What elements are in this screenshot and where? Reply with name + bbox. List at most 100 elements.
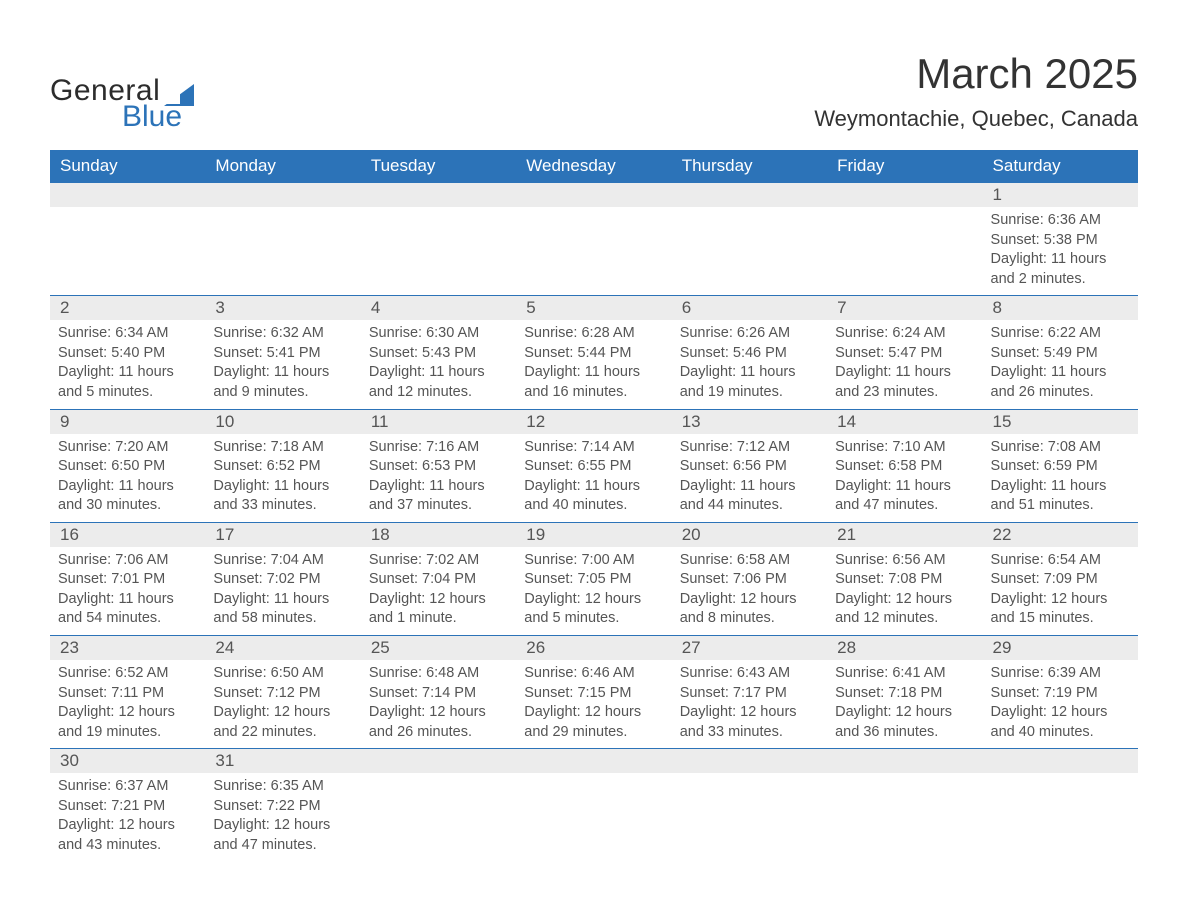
- day-detail-line: Sunrise: 6:35 AM: [213, 777, 352, 797]
- day-cell-data: Sunrise: 7:04 AMSunset: 7:02 PMDaylight:…: [205, 547, 360, 636]
- day-number: 19: [516, 523, 671, 547]
- day-cell-data: [361, 773, 516, 861]
- day-number: [827, 749, 982, 773]
- day-details: Sunrise: 7:16 AMSunset: 6:53 PMDaylight:…: [361, 434, 516, 522]
- day-number: 7: [827, 296, 982, 320]
- day-cell-num: [516, 183, 671, 208]
- day-details: Sunrise: 6:50 AMSunset: 7:12 PMDaylight:…: [205, 660, 360, 748]
- day-cell-data: Sunrise: 6:41 AMSunset: 7:18 PMDaylight:…: [827, 660, 982, 749]
- day-details: Sunrise: 6:32 AMSunset: 5:41 PMDaylight:…: [205, 320, 360, 408]
- day-detail-line: Daylight: 11 hours and 40 minutes.: [524, 477, 663, 516]
- day-detail-line: Sunrise: 6:54 AM: [991, 551, 1130, 571]
- week-daynum-row: 3031: [50, 749, 1138, 774]
- day-detail-line: Daylight: 11 hours and 54 minutes.: [58, 590, 197, 629]
- day-cell-num: 3: [205, 296, 360, 321]
- day-details: Sunrise: 7:08 AMSunset: 6:59 PMDaylight:…: [983, 434, 1138, 522]
- day-number: 23: [50, 636, 205, 660]
- day-detail-line: Sunrise: 6:32 AM: [213, 324, 352, 344]
- day-detail-line: Daylight: 12 hours and 19 minutes.: [58, 703, 197, 742]
- day-number: 29: [983, 636, 1138, 660]
- week-daynum-row: 23242526272829: [50, 636, 1138, 661]
- day-number: 10: [205, 410, 360, 434]
- day-number: 21: [827, 523, 982, 547]
- day-detail-line: Daylight: 11 hours and 51 minutes.: [991, 477, 1130, 516]
- day-detail-line: Daylight: 12 hours and 47 minutes.: [213, 816, 352, 855]
- day-cell-num: 18: [361, 522, 516, 547]
- day-detail-line: Daylight: 11 hours and 12 minutes.: [369, 363, 508, 402]
- day-detail-line: Sunrise: 6:24 AM: [835, 324, 974, 344]
- day-details: Sunrise: 6:28 AMSunset: 5:44 PMDaylight:…: [516, 320, 671, 408]
- day-detail-line: Daylight: 11 hours and 37 minutes.: [369, 477, 508, 516]
- day-number: 15: [983, 410, 1138, 434]
- day-detail-line: Sunset: 7:15 PM: [524, 684, 663, 704]
- day-detail-line: Daylight: 12 hours and 43 minutes.: [58, 816, 197, 855]
- day-cell-num: 7: [827, 296, 982, 321]
- day-number: [50, 183, 205, 207]
- day-header-row: SundayMondayTuesdayWednesdayThursdayFrid…: [50, 150, 1138, 183]
- day-cell-num: 24: [205, 636, 360, 661]
- day-details: Sunrise: 7:04 AMSunset: 7:02 PMDaylight:…: [205, 547, 360, 635]
- day-details: Sunrise: 7:14 AMSunset: 6:55 PMDaylight:…: [516, 434, 671, 522]
- day-detail-line: Daylight: 12 hours and 33 minutes.: [680, 703, 819, 742]
- day-header: Friday: [827, 150, 982, 183]
- day-number: 25: [361, 636, 516, 660]
- week-data-row: Sunrise: 7:20 AMSunset: 6:50 PMDaylight:…: [50, 434, 1138, 523]
- day-detail-line: Sunrise: 6:52 AM: [58, 664, 197, 684]
- day-cell-num: [50, 183, 205, 208]
- day-cell-num: [516, 749, 671, 774]
- day-cell-data: Sunrise: 6:34 AMSunset: 5:40 PMDaylight:…: [50, 320, 205, 409]
- day-detail-line: Sunrise: 6:26 AM: [680, 324, 819, 344]
- week-daynum-row: 1: [50, 183, 1138, 208]
- logo: General Blue: [50, 76, 194, 132]
- day-detail-line: Sunset: 7:09 PM: [991, 570, 1130, 590]
- day-detail-line: Daylight: 11 hours and 26 minutes.: [991, 363, 1130, 402]
- day-details: Sunrise: 6:58 AMSunset: 7:06 PMDaylight:…: [672, 547, 827, 635]
- week-daynum-row: 16171819202122: [50, 522, 1138, 547]
- day-detail-line: Daylight: 11 hours and 23 minutes.: [835, 363, 974, 402]
- day-cell-data: Sunrise: 6:54 AMSunset: 7:09 PMDaylight:…: [983, 547, 1138, 636]
- day-detail-line: Sunset: 6:59 PM: [991, 457, 1130, 477]
- day-header: Saturday: [983, 150, 1138, 183]
- calendar-table: SundayMondayTuesdayWednesdayThursdayFrid…: [50, 150, 1138, 862]
- day-detail-line: Sunrise: 6:43 AM: [680, 664, 819, 684]
- day-cell-data: Sunrise: 6:39 AMSunset: 7:19 PMDaylight:…: [983, 660, 1138, 749]
- day-cell-data: [827, 207, 982, 296]
- day-details: Sunrise: 6:26 AMSunset: 5:46 PMDaylight:…: [672, 320, 827, 408]
- day-detail-line: Daylight: 12 hours and 29 minutes.: [524, 703, 663, 742]
- day-number: 27: [672, 636, 827, 660]
- calendar-body: 1Sunrise: 6:36 AMSunset: 5:38 PMDaylight…: [50, 183, 1138, 862]
- day-detail-line: Sunset: 6:58 PM: [835, 457, 974, 477]
- day-cell-num: 10: [205, 409, 360, 434]
- day-number: [672, 749, 827, 773]
- day-detail-line: Daylight: 12 hours and 36 minutes.: [835, 703, 974, 742]
- day-detail-line: Sunset: 5:43 PM: [369, 344, 508, 364]
- day-detail-line: Daylight: 11 hours and 33 minutes.: [213, 477, 352, 516]
- day-details: Sunrise: 6:43 AMSunset: 7:17 PMDaylight:…: [672, 660, 827, 748]
- day-cell-num: 19: [516, 522, 671, 547]
- day-detail-line: Sunrise: 7:04 AM: [213, 551, 352, 571]
- day-details: [361, 207, 516, 227]
- day-number: [827, 183, 982, 207]
- day-number: [983, 749, 1138, 773]
- day-cell-data: Sunrise: 6:26 AMSunset: 5:46 PMDaylight:…: [672, 320, 827, 409]
- day-detail-line: Sunset: 7:08 PM: [835, 570, 974, 590]
- day-detail-line: Sunset: 7:11 PM: [58, 684, 197, 704]
- day-detail-line: Daylight: 12 hours and 40 minutes.: [991, 703, 1130, 742]
- day-cell-data: Sunrise: 6:43 AMSunset: 7:17 PMDaylight:…: [672, 660, 827, 749]
- day-cell-num: 14: [827, 409, 982, 434]
- day-cell-num: 29: [983, 636, 1138, 661]
- location-label: Weymontachie, Quebec, Canada: [814, 106, 1138, 132]
- day-number: [361, 183, 516, 207]
- day-detail-line: Daylight: 12 hours and 5 minutes.: [524, 590, 663, 629]
- day-cell-data: Sunrise: 6:22 AMSunset: 5:49 PMDaylight:…: [983, 320, 1138, 409]
- day-detail-line: Sunrise: 7:18 AM: [213, 438, 352, 458]
- day-cell-data: Sunrise: 6:48 AMSunset: 7:14 PMDaylight:…: [361, 660, 516, 749]
- day-number: [205, 183, 360, 207]
- day-details: Sunrise: 7:00 AMSunset: 7:05 PMDaylight:…: [516, 547, 671, 635]
- day-number: 9: [50, 410, 205, 434]
- day-cell-data: Sunrise: 7:16 AMSunset: 6:53 PMDaylight:…: [361, 434, 516, 523]
- day-cell-num: 25: [361, 636, 516, 661]
- day-detail-line: Daylight: 12 hours and 8 minutes.: [680, 590, 819, 629]
- day-number: [516, 183, 671, 207]
- day-details: [672, 773, 827, 793]
